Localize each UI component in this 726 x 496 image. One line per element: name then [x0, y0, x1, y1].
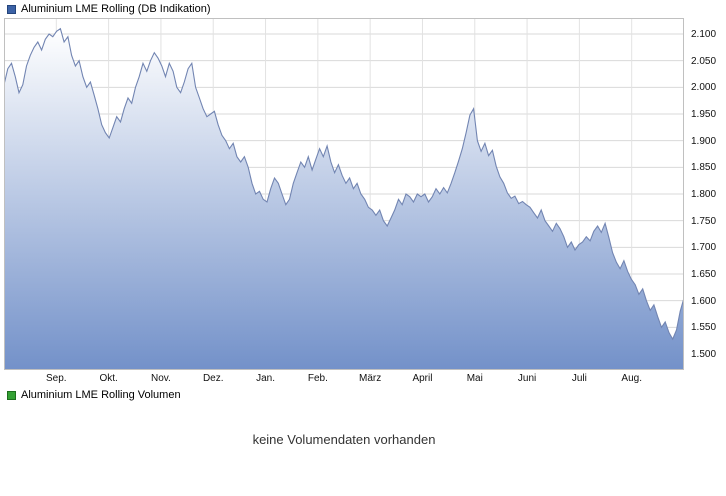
x-axis-label: April: [412, 373, 433, 384]
x-axis-label: Okt.: [99, 373, 118, 384]
x-axis-label: Aug.: [621, 373, 642, 384]
y-axis-label: 2.100: [691, 29, 717, 40]
volume-no-data-message: keine Volumendaten vorhanden: [252, 432, 436, 447]
y-axis-label: 1.800: [691, 189, 717, 200]
x-axis-label: Juni: [517, 373, 537, 384]
price-chart-svg: [4, 18, 684, 370]
y-axis-label: 1.600: [691, 295, 717, 307]
x-axis-label: Feb.: [307, 373, 328, 384]
volume-legend-label: Aluminium LME Rolling Volumen: [21, 389, 181, 401]
y-axis-label: 1.850: [691, 162, 717, 174]
y-axis-label: 2.050: [691, 55, 717, 67]
y-axis-label: 1.650: [691, 269, 717, 280]
y-axis-label: 1.950: [691, 109, 717, 120]
x-axis-label: März: [359, 373, 382, 384]
y-axis-label: 1.750: [691, 215, 717, 227]
y-axis-label: 1.700: [691, 242, 717, 254]
y-axis: 2.100 2.050 2.000 1.950 1.900 1.850 1.800 1.750…: [691, 18, 725, 370]
volume-series-swatch-icon: [7, 391, 16, 400]
x-axis-label: Juli: [571, 373, 587, 384]
price-line-series: [4, 27, 684, 341]
x-axis-label: Sep.: [46, 373, 67, 384]
x-axis-label: Jan.: [256, 373, 275, 384]
y-axis-label: 1.550: [691, 322, 717, 334]
plot-frame: [4, 18, 684, 370]
x-axis-label: Nov.: [151, 373, 171, 384]
y-axis-label: 1.500: [691, 349, 717, 360]
price-series-swatch-icon: [7, 5, 16, 14]
x-axis-label: Mai: [466, 373, 483, 384]
x-axis-label: Dez.: [202, 373, 224, 384]
price-plot-area: [4, 18, 684, 370]
x-axis: Sep. Okt. Nov. Dez. Jan. Feb. März April Mai Juni…: [4, 373, 684, 386]
y-axis-label: 2.000: [691, 82, 717, 94]
price-legend: Aluminium LME Rolling (DB Indikation): [7, 4, 211, 15]
price-legend-label: Aluminium LME Rolling (DB Indikation): [21, 3, 211, 15]
price-area-fill: [4, 28, 684, 370]
y-axis-label: 1.900: [691, 135, 717, 147]
volume-legend: Aluminium LME Rolling Volumen: [7, 390, 181, 401]
